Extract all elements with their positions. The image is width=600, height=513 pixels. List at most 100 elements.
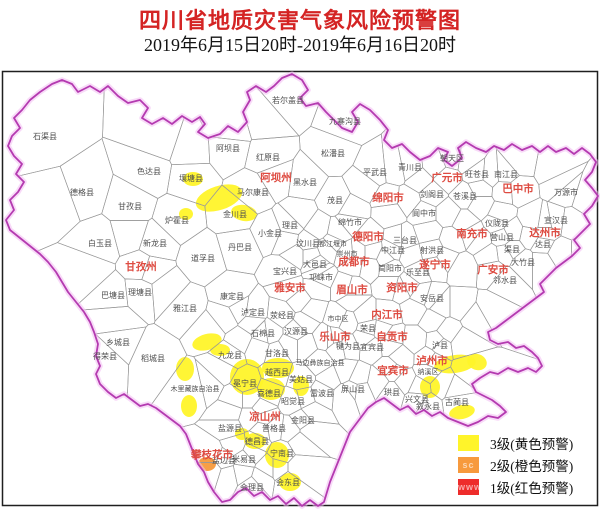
warning-patch-yellow	[179, 208, 193, 220]
city-label: 雅安市	[274, 281, 306, 294]
county-label: 屏山县	[341, 384, 365, 394]
warning-patch-yellow	[449, 404, 475, 420]
county-label: 稻城县	[141, 353, 165, 363]
county-label: 三台县	[393, 235, 417, 245]
county-label: 黑水县	[293, 177, 317, 187]
county-label: 阿坝县	[216, 144, 240, 153]
warning-patch-yellow	[279, 473, 301, 491]
county-label: 都江堰市	[319, 239, 347, 248]
warning-patch-yellow	[467, 353, 487, 371]
county-label: 乐至县	[406, 267, 430, 277]
county-label: 越西县	[265, 367, 289, 377]
county-label: 纳溪区	[418, 367, 439, 376]
county-label: 盐源县	[218, 423, 242, 433]
city-label: 成都市	[338, 255, 370, 268]
city-label: 绵阳市	[372, 191, 404, 204]
county-label: 苍溪县	[453, 191, 477, 201]
city-label: 德阳市	[351, 230, 384, 243]
county-label: 德格县	[70, 187, 94, 197]
county-label: 剑阁县	[420, 189, 444, 199]
county-label: 乡城县	[106, 338, 130, 347]
county-label: 崇州市	[337, 249, 358, 258]
county-label: 木里藏族自治县	[171, 384, 220, 393]
warning-patch-yellow	[230, 359, 264, 395]
county-label: 丹巴县	[228, 243, 252, 252]
county-label: 美姑县	[289, 374, 313, 384]
county-label: 得荣县	[93, 351, 117, 361]
county-label: 荥经县	[270, 310, 294, 320]
legend: 3级(黄色预警) sc 2级(橙色预警) www 1级(红色预警)	[458, 432, 573, 498]
county-label: 泸县	[432, 340, 448, 350]
city-label: 凉山州	[249, 410, 281, 423]
county-label: 茂县	[327, 195, 343, 205]
validity-period: 2019年6月15日20时-2019年6月16日20时	[144, 35, 456, 55]
city-label: 甘孜州	[125, 260, 157, 273]
county-label: 马尔康县	[237, 187, 269, 197]
city-label: 阿坝州	[260, 171, 292, 184]
legend-label-yellow: 3级(黄色预警)	[490, 437, 574, 452]
city-label: 自贡市	[376, 330, 408, 343]
county-label: 金川县	[223, 209, 247, 219]
county-label: 甘孜县	[118, 201, 142, 211]
warning-patch-yellow	[231, 204, 257, 222]
county-label: 九寨沟县	[329, 116, 361, 126]
county-label: 邻水县	[493, 275, 517, 285]
county-label: 石渠县	[33, 131, 57, 141]
county-label: 炉霍县	[165, 215, 189, 225]
warning-patch-yellow	[262, 358, 294, 378]
county-label: 九龙县	[218, 350, 242, 360]
county-label: 珙县	[384, 387, 400, 397]
county-label: 汶川县	[296, 238, 320, 248]
county-label: 松潘县	[321, 148, 345, 158]
warning-patch-yellow	[176, 357, 194, 381]
county-label: 壤塘县	[179, 173, 203, 183]
county-label: 宁南县	[270, 448, 294, 458]
county-label: 叙永县	[416, 401, 440, 411]
county-label: 泸定县	[241, 307, 265, 317]
county-label: 巴塘县	[101, 290, 125, 300]
county-label: 雷波县	[310, 388, 334, 398]
province-border	[5, 73, 599, 507]
county-label: 马边彝族自治县	[296, 358, 345, 367]
city-label: 广安市	[477, 263, 509, 276]
legend-swatch-orange: sc	[458, 457, 479, 473]
watermark: sc	[462, 460, 475, 470]
county-label: 米易县	[232, 454, 256, 464]
map-body	[6, 74, 598, 506]
county-label: 理县	[282, 221, 298, 230]
county-label: 万源市	[554, 187, 578, 197]
county-label: 会理县	[240, 482, 264, 492]
county-label: 仪陇县	[485, 218, 509, 228]
warning-patch-yellow	[244, 433, 266, 449]
city-label: 资阳市	[386, 281, 418, 294]
county-label: 金阳县	[291, 415, 315, 425]
county-label: 喜德县	[257, 388, 281, 398]
county-label: 理塘县	[128, 287, 152, 297]
county-label: 大竹县	[511, 257, 535, 267]
legend-row-yellow: 3级(黄色预警)	[458, 432, 573, 454]
county-label: 普格县	[262, 423, 286, 433]
county-label: 昭觉县	[281, 396, 305, 406]
county-label: 市中区	[328, 314, 349, 323]
city-label: 达州市	[529, 226, 561, 239]
county-label: 兴文县	[405, 394, 429, 404]
county-label: 犍为县	[336, 341, 360, 351]
city-label: 眉山市	[336, 283, 368, 296]
warning-patch-yellow	[434, 354, 476, 374]
city-label: 内江市	[371, 308, 403, 321]
county-label: 荣县	[360, 323, 376, 333]
page-title: 四川省地质灾害气象风险预警图	[138, 8, 461, 33]
county-label: 南江县	[494, 169, 518, 179]
city-label: 泸州市	[416, 354, 448, 367]
county-label: 白玉县	[88, 238, 112, 248]
county-label: 安岳县	[420, 293, 444, 303]
warning-patch-yellow	[257, 378, 285, 400]
county-label: 绵竹市	[338, 217, 362, 227]
county-label: 道孚县	[191, 253, 215, 263]
county-label: 阆中市	[412, 208, 436, 218]
warning-patch-yellow	[420, 376, 440, 398]
county-label: 宣汉县	[544, 215, 568, 225]
legend-row-red: www 1级(红色预警)	[458, 476, 573, 498]
county-label: 色达县	[137, 166, 161, 176]
